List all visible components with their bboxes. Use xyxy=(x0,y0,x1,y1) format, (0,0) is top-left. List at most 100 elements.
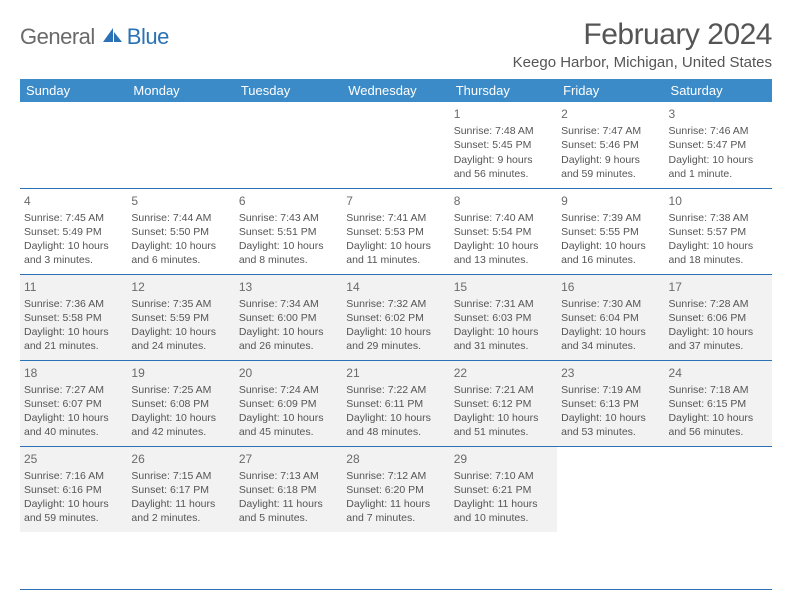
calendar-cell: 17Sunrise: 7:28 AMSunset: 6:06 PMDayligh… xyxy=(665,274,772,360)
day-number: 7 xyxy=(346,193,445,209)
cell-daylight2: and 13 minutes. xyxy=(454,253,553,267)
day-number: 14 xyxy=(346,279,445,295)
cell-daylight2: and 18 minutes. xyxy=(669,253,768,267)
cell-daylight1: Daylight: 10 hours xyxy=(561,239,660,253)
cell-daylight2: and 45 minutes. xyxy=(239,425,338,439)
day-number: 12 xyxy=(131,279,230,295)
cell-daylight1: Daylight: 11 hours xyxy=(346,497,445,511)
calendar-cell: 4Sunrise: 7:45 AMSunset: 5:49 PMDaylight… xyxy=(20,188,127,274)
cell-daylight1: Daylight: 10 hours xyxy=(669,153,768,167)
cell-sunrise: Sunrise: 7:15 AM xyxy=(131,469,230,483)
logo: General Blue xyxy=(20,18,169,50)
cell-sunset: Sunset: 6:15 PM xyxy=(669,397,768,411)
cell-sunset: Sunset: 6:03 PM xyxy=(454,311,553,325)
cell-daylight2: and 11 minutes. xyxy=(346,253,445,267)
calendar-cell: 21Sunrise: 7:22 AMSunset: 6:11 PMDayligh… xyxy=(342,360,449,446)
calendar-row: 4Sunrise: 7:45 AMSunset: 5:49 PMDaylight… xyxy=(20,188,772,274)
cell-daylight2: and 56 minutes. xyxy=(454,167,553,181)
cell-daylight1: Daylight: 10 hours xyxy=(239,325,338,339)
cell-sunrise: Sunrise: 7:41 AM xyxy=(346,211,445,225)
calendar-cell: 7Sunrise: 7:41 AMSunset: 5:53 PMDaylight… xyxy=(342,188,449,274)
cell-sunrise: Sunrise: 7:48 AM xyxy=(454,124,553,138)
cell-sunset: Sunset: 5:46 PM xyxy=(561,138,660,152)
calendar-row: 1Sunrise: 7:48 AMSunset: 5:45 PMDaylight… xyxy=(20,102,772,188)
logo-text-blue: Blue xyxy=(127,24,169,50)
calendar-cell: 12Sunrise: 7:35 AMSunset: 5:59 PMDayligh… xyxy=(127,274,234,360)
day-number: 25 xyxy=(24,451,123,467)
cell-daylight1: Daylight: 10 hours xyxy=(24,325,123,339)
cell-sunrise: Sunrise: 7:34 AM xyxy=(239,297,338,311)
calendar-cell: 18Sunrise: 7:27 AMSunset: 6:07 PMDayligh… xyxy=(20,360,127,446)
logo-text-gray: General xyxy=(20,24,95,50)
cell-sunrise: Sunrise: 7:16 AM xyxy=(24,469,123,483)
cell-sunset: Sunset: 5:57 PM xyxy=(669,225,768,239)
calendar-cell: 13Sunrise: 7:34 AMSunset: 6:00 PMDayligh… xyxy=(235,274,342,360)
day-header: Tuesday xyxy=(235,79,342,102)
location-label: Keego Harbor, Michigan, United States xyxy=(513,54,772,71)
calendar-cell: 1Sunrise: 7:48 AMSunset: 5:45 PMDaylight… xyxy=(450,102,557,188)
cell-sunset: Sunset: 5:51 PM xyxy=(239,225,338,239)
cell-sunrise: Sunrise: 7:13 AM xyxy=(239,469,338,483)
cell-daylight1: Daylight: 11 hours xyxy=(239,497,338,511)
calendar-cell xyxy=(235,102,342,188)
day-header: Wednesday xyxy=(342,79,449,102)
cell-daylight1: Daylight: 10 hours xyxy=(239,411,338,425)
cell-sunset: Sunset: 6:20 PM xyxy=(346,483,445,497)
cell-daylight1: Daylight: 10 hours xyxy=(346,239,445,253)
calendar-cell xyxy=(342,102,449,188)
cell-sunrise: Sunrise: 7:32 AM xyxy=(346,297,445,311)
cell-daylight1: Daylight: 10 hours xyxy=(669,239,768,253)
calendar-cell: 24Sunrise: 7:18 AMSunset: 6:15 PMDayligh… xyxy=(665,360,772,446)
cell-daylight1: Daylight: 10 hours xyxy=(131,411,230,425)
cell-sunrise: Sunrise: 7:43 AM xyxy=(239,211,338,225)
calendar-row: 25Sunrise: 7:16 AMSunset: 6:16 PMDayligh… xyxy=(20,446,772,532)
cell-sunrise: Sunrise: 7:39 AM xyxy=(561,211,660,225)
cell-sunrise: Sunrise: 7:35 AM xyxy=(131,297,230,311)
day-number: 18 xyxy=(24,365,123,381)
cell-sunset: Sunset: 5:45 PM xyxy=(454,138,553,152)
calendar-cell: 23Sunrise: 7:19 AMSunset: 6:13 PMDayligh… xyxy=(557,360,664,446)
cell-daylight1: Daylight: 10 hours xyxy=(24,239,123,253)
calendar-cell: 15Sunrise: 7:31 AMSunset: 6:03 PMDayligh… xyxy=(450,274,557,360)
logo-sail-icon xyxy=(101,26,123,49)
cell-daylight1: Daylight: 10 hours xyxy=(346,325,445,339)
cell-daylight2: and 1 minute. xyxy=(669,167,768,181)
cell-daylight2: and 2 minutes. xyxy=(131,511,230,525)
cell-daylight2: and 3 minutes. xyxy=(24,253,123,267)
calendar-cell: 11Sunrise: 7:36 AMSunset: 5:58 PMDayligh… xyxy=(20,274,127,360)
day-header: Monday xyxy=(127,79,234,102)
cell-daylight1: Daylight: 9 hours xyxy=(561,153,660,167)
cell-sunrise: Sunrise: 7:31 AM xyxy=(454,297,553,311)
day-number: 20 xyxy=(239,365,338,381)
calendar-cell: 3Sunrise: 7:46 AMSunset: 5:47 PMDaylight… xyxy=(665,102,772,188)
calendar-cell: 16Sunrise: 7:30 AMSunset: 6:04 PMDayligh… xyxy=(557,274,664,360)
cell-sunrise: Sunrise: 7:24 AM xyxy=(239,383,338,397)
day-number: 5 xyxy=(131,193,230,209)
calendar-cell xyxy=(557,446,664,532)
day-number: 4 xyxy=(24,193,123,209)
cell-sunset: Sunset: 5:50 PM xyxy=(131,225,230,239)
day-number: 22 xyxy=(454,365,553,381)
month-title: February 2024 xyxy=(513,18,772,52)
calendar-cell: 8Sunrise: 7:40 AMSunset: 5:54 PMDaylight… xyxy=(450,188,557,274)
day-number: 17 xyxy=(669,279,768,295)
day-number: 13 xyxy=(239,279,338,295)
cell-daylight1: Daylight: 10 hours xyxy=(561,411,660,425)
cell-daylight2: and 10 minutes. xyxy=(454,511,553,525)
cell-sunrise: Sunrise: 7:25 AM xyxy=(131,383,230,397)
day-number: 6 xyxy=(239,193,338,209)
day-number: 10 xyxy=(669,193,768,209)
cell-daylight1: Daylight: 10 hours xyxy=(239,239,338,253)
title-block: February 2024 Keego Harbor, Michigan, Un… xyxy=(513,18,772,71)
calendar-cell: 19Sunrise: 7:25 AMSunset: 6:08 PMDayligh… xyxy=(127,360,234,446)
cell-daylight1: Daylight: 10 hours xyxy=(454,239,553,253)
calendar-cell: 9Sunrise: 7:39 AMSunset: 5:55 PMDaylight… xyxy=(557,188,664,274)
cell-sunset: Sunset: 6:04 PM xyxy=(561,311,660,325)
cell-sunrise: Sunrise: 7:28 AM xyxy=(669,297,768,311)
cell-sunset: Sunset: 6:12 PM xyxy=(454,397,553,411)
cell-sunrise: Sunrise: 7:47 AM xyxy=(561,124,660,138)
cell-daylight2: and 26 minutes. xyxy=(239,339,338,353)
day-number: 16 xyxy=(561,279,660,295)
cell-daylight1: Daylight: 10 hours xyxy=(454,325,553,339)
day-header: Sunday xyxy=(20,79,127,102)
